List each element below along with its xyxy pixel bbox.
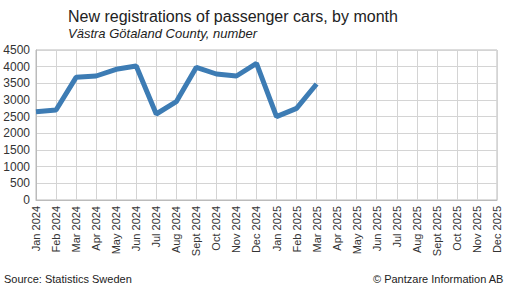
svg-text:Dec 2025: Dec 2025 (491, 206, 503, 253)
svg-text:Feb 2024: Feb 2024 (50, 206, 62, 252)
svg-text:© Pantzare Information AB: © Pantzare Information AB (373, 273, 503, 285)
svg-text:Feb 2025: Feb 2025 (291, 206, 303, 252)
svg-text:4000: 4000 (3, 60, 30, 74)
svg-text:Jul 2025: Jul 2025 (391, 206, 403, 248)
svg-text:Aug 2025: Aug 2025 (411, 206, 423, 253)
svg-text:1500: 1500 (3, 143, 30, 157)
svg-text:Oct 2024: Oct 2024 (210, 206, 222, 251)
svg-text:Aug 2024: Aug 2024 (170, 206, 182, 253)
svg-text:May 2024: May 2024 (110, 206, 122, 254)
svg-text:Nov 2024: Nov 2024 (230, 206, 242, 253)
svg-text:May 2025: May 2025 (351, 206, 363, 254)
svg-text:2500: 2500 (3, 110, 30, 124)
svg-text:4500: 4500 (3, 43, 30, 57)
svg-text:500: 500 (10, 176, 30, 190)
svg-text:Nov 2025: Nov 2025 (471, 206, 483, 253)
svg-text:Apr 2024: Apr 2024 (90, 206, 102, 251)
svg-text:Jun 2024: Jun 2024 (130, 206, 142, 251)
svg-text:Oct 2025: Oct 2025 (451, 206, 463, 251)
svg-text:1000: 1000 (3, 160, 30, 174)
svg-text:Västra Götaland County, number: Västra Götaland County, number (68, 26, 258, 41)
svg-text:Dec 2024: Dec 2024 (250, 206, 262, 253)
svg-text:Jan 2024: Jan 2024 (30, 206, 42, 251)
svg-text:Sept 2025: Sept 2025 (431, 206, 443, 256)
svg-text:Mar 2024: Mar 2024 (70, 206, 82, 252)
svg-text:0: 0 (23, 193, 30, 207)
svg-text:New registrations of passenger: New registrations of passenger cars, by … (68, 8, 398, 25)
svg-text:Mar 2025: Mar 2025 (311, 206, 323, 252)
svg-text:Jul 2024: Jul 2024 (150, 206, 162, 248)
svg-text:Source: Statistics Sweden: Source: Statistics Sweden (4, 273, 132, 285)
svg-text:Sept 2024: Sept 2024 (190, 206, 202, 256)
svg-text:2000: 2000 (3, 126, 30, 140)
svg-text:Apr 2025: Apr 2025 (331, 206, 343, 251)
svg-text:3500: 3500 (3, 76, 30, 90)
svg-text:Jan 2025: Jan 2025 (271, 206, 283, 251)
svg-text:3000: 3000 (3, 93, 30, 107)
svg-text:Jun 2025: Jun 2025 (371, 206, 383, 251)
